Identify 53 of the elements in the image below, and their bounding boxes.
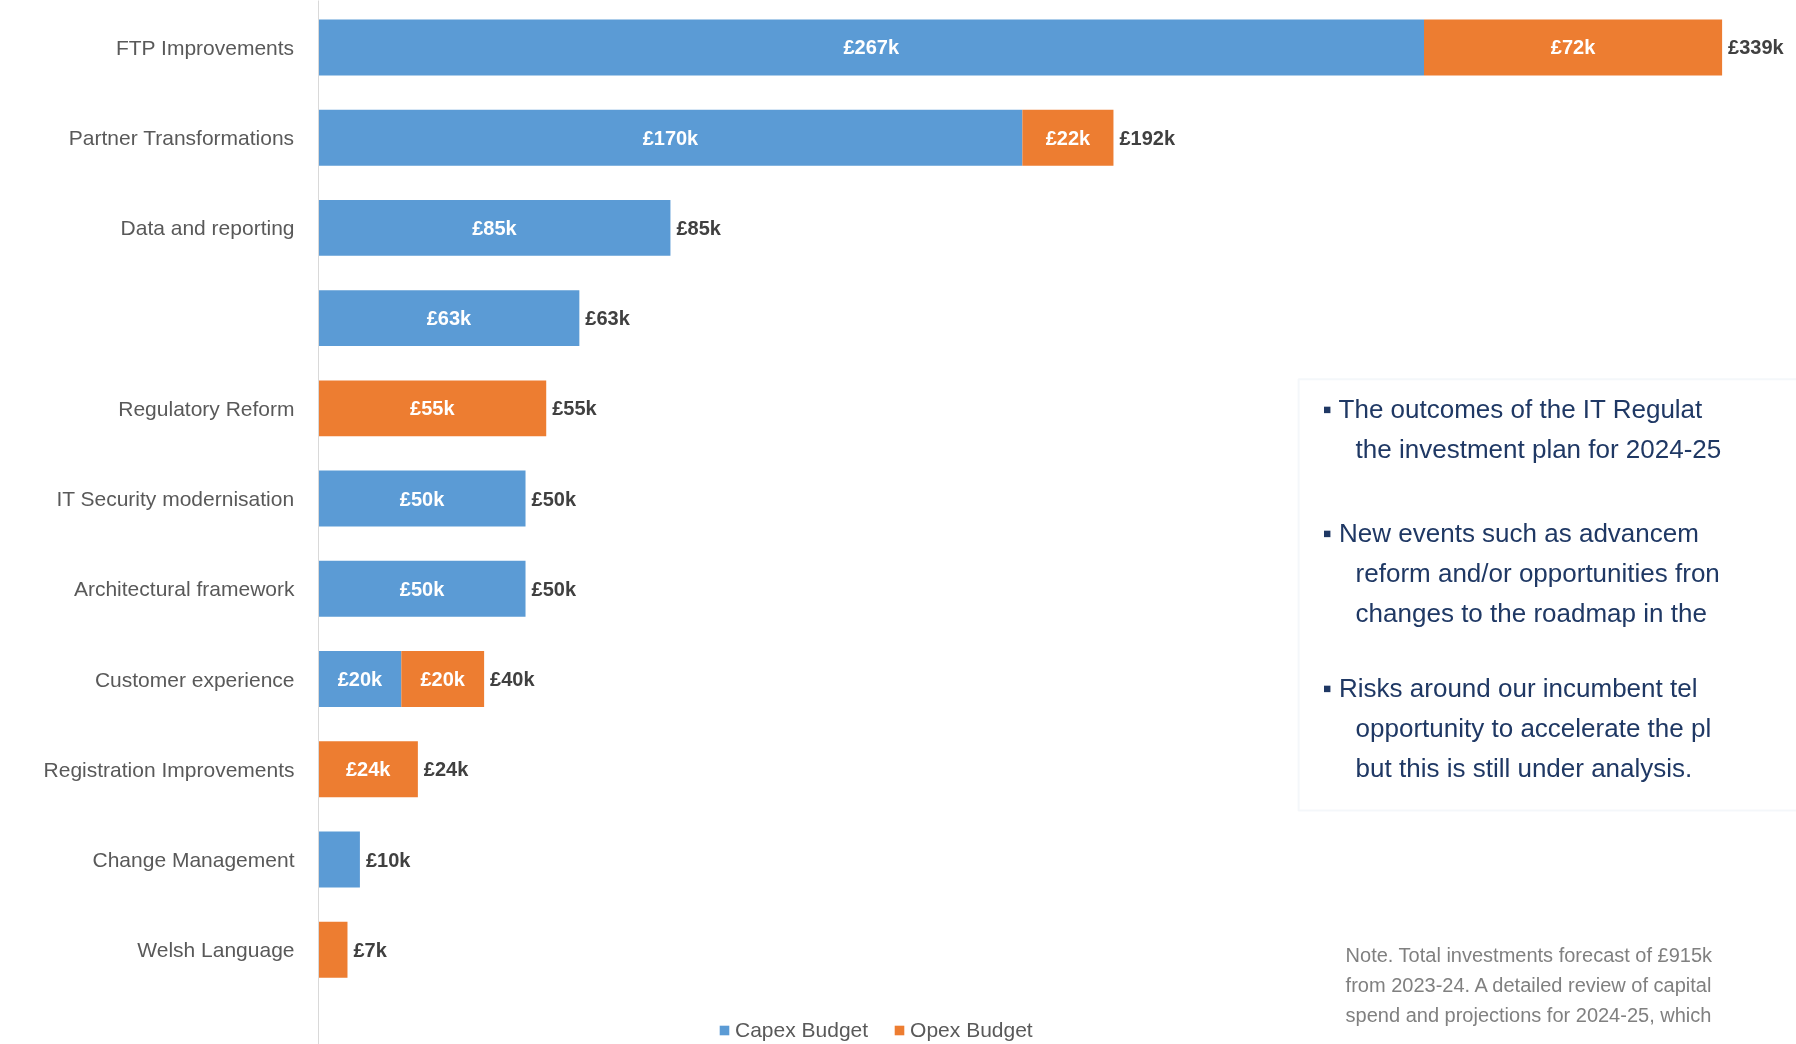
bar [318,199,671,256]
annotation: ▪ Risks around our incumbent tel opportunity to accelerate the pl but this is still under analysis. [1322,673,1712,784]
y-tick-label: Regulatory Reform [118,396,295,420]
data-label: £72k [1550,36,1597,59]
y-tick-label: Welsh Language [137,938,295,962]
data-label: £22k [1045,126,1092,149]
legend-label: Capex Budget [735,1018,869,1042]
legend-label: Opex Budget [910,1018,1033,1042]
total-label: £85k [676,216,722,239]
bar [401,651,485,708]
data-label: £170k [642,126,700,149]
data-label: £50k [399,577,446,600]
bar [318,380,547,437]
bar [318,741,418,798]
annotation: ▪ The outcomes of the IT Regulat the investment plan for 2024-25 [1322,394,1722,465]
data-label: £63k [426,307,473,330]
y-tick-label: FTP Improvements [115,35,295,59]
data-label: £50k [399,487,446,510]
total-label: £63k [585,307,631,330]
annotation: ▪ New events such as advancem reform and/or opportunities fron changes to the roadmap in the [1322,517,1720,628]
annotation: Note. Total investments forecast of £915k from 2023-24. A detailed review of capital spend and projections for 2024-25, which [1345,943,1714,1026]
bar [318,560,526,617]
data-label: £267k [843,36,900,59]
bar [318,921,348,978]
bar [318,109,1023,166]
total-label: £40k [490,668,536,691]
bar [318,831,360,888]
y-tick-label: Partner Transformations [68,126,295,150]
bar [1424,19,1723,76]
total-label: £10k [365,848,412,871]
data-label: £20k [420,668,466,691]
y-tick-label: Customer experience [94,667,295,691]
y-tick-label: Architectural framework [73,577,295,601]
y-tick-label: Registration Improvements [43,757,295,781]
total-label: £55k [552,397,598,420]
data-label: £55k [410,397,456,420]
bar [318,651,402,708]
data-label: £85k [472,216,518,239]
total-label: £339k [1728,36,1785,59]
total-label: £50k [531,487,577,510]
total-label: £24k [423,758,470,781]
y-tick-label: Data and reporting [120,216,295,240]
total-label: £50k [531,577,577,600]
y-tick-label: Change Management [92,848,295,872]
y-tick-label: IT Security modernisation [56,487,295,511]
bar [318,19,1424,76]
bar [318,290,580,347]
data-label: £20k [337,668,384,691]
data-label: £24k [345,758,392,781]
bar [318,470,526,527]
total-label: £192k [1119,126,1176,149]
bar [1022,109,1114,166]
total-label: £7k [353,938,388,961]
